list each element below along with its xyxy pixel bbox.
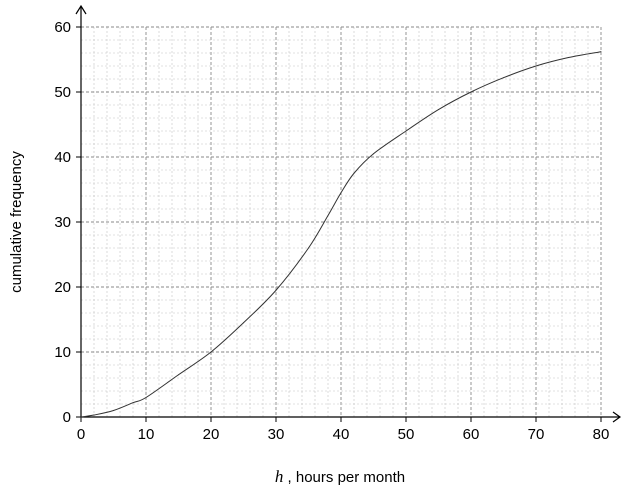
y-tick-label: 50 <box>54 84 71 101</box>
y-tick-label: 40 <box>54 149 71 166</box>
x-axis-arrow <box>612 411 622 423</box>
y-tick-label: 0 <box>63 409 71 426</box>
data-point <box>438 109 439 111</box>
x-tick-label: 20 <box>203 426 220 443</box>
data-point <box>503 77 504 79</box>
data-point <box>340 192 342 194</box>
y-tick-label: 30 <box>54 214 71 231</box>
x-tick-label: 60 <box>463 426 480 443</box>
data-point <box>327 215 329 216</box>
data-point <box>373 153 374 155</box>
x-axis-label-text: , hours per month <box>283 469 405 486</box>
x-tick-label: 10 <box>138 426 155 443</box>
x-tick-label: 50 <box>398 426 415 443</box>
data-point <box>535 65 537 67</box>
data-point <box>80 416 82 418</box>
axes <box>75 4 622 423</box>
x-tick-label: 40 <box>333 426 350 443</box>
x-tick-label: 30 <box>268 426 285 443</box>
data-point <box>243 322 244 324</box>
data-point <box>568 57 569 59</box>
data-point <box>145 397 147 398</box>
x-tick-label: 80 <box>593 426 610 443</box>
data-point <box>275 289 277 291</box>
x-axis-label: h , hours per month <box>275 467 405 486</box>
data-point <box>308 247 309 249</box>
y-tick-label: 20 <box>54 279 71 296</box>
data-point <box>178 374 179 376</box>
data-point <box>600 51 602 53</box>
x-axis-variable: h <box>275 467 284 486</box>
x-tick-label: 70 <box>528 426 545 443</box>
data-point <box>132 402 134 404</box>
x-tick-label: 0 <box>77 426 85 443</box>
y-tick-label: 60 <box>54 19 71 36</box>
data-point <box>405 130 407 132</box>
data-point <box>353 172 355 174</box>
data-point <box>210 351 212 353</box>
tick-labels: 0 10 20 30 40 50 60 70 80 0 10 20 30 40 50 60 <box>54 19 609 443</box>
data-series <box>80 51 602 418</box>
grid <box>81 26 602 417</box>
y-axis-arrow <box>75 4 87 15</box>
y-axis-label: cumulative frequency <box>8 151 25 293</box>
data-point <box>470 91 472 93</box>
data-point <box>113 410 114 411</box>
y-tick-label: 10 <box>54 344 71 361</box>
data-point <box>93 414 95 416</box>
